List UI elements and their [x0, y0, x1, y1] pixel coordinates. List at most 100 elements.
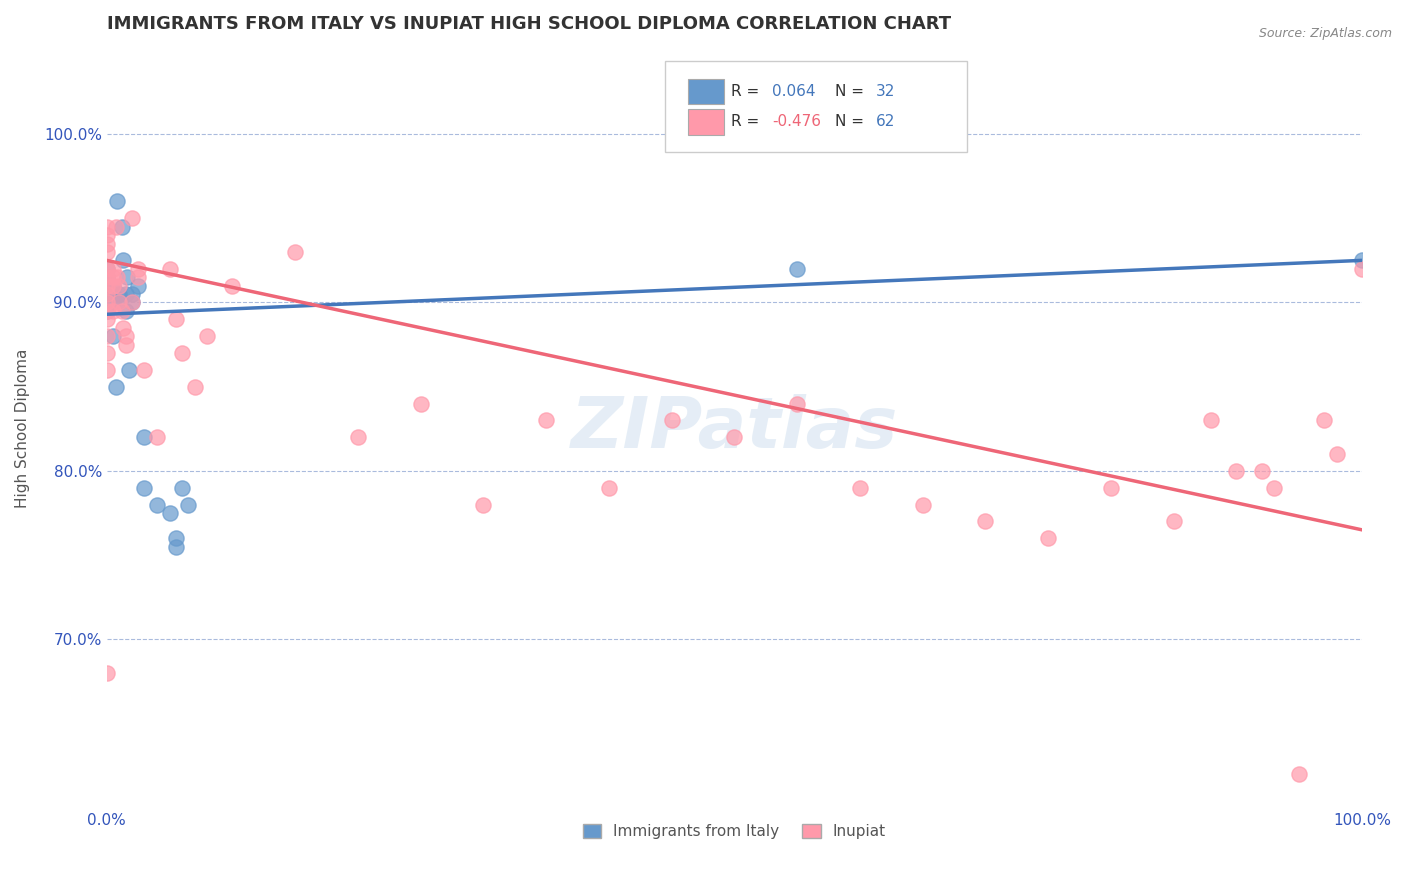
Text: R =: R =	[731, 84, 759, 99]
Point	[134, 363, 156, 377]
Point	[1099, 481, 1122, 495]
FancyBboxPatch shape	[665, 62, 966, 153]
Point	[96, 287, 118, 301]
Point	[1313, 413, 1336, 427]
Point	[108, 295, 131, 310]
Point	[1263, 481, 1285, 495]
Point	[121, 211, 143, 226]
Point	[108, 295, 131, 310]
Point	[108, 278, 131, 293]
FancyBboxPatch shape	[688, 78, 724, 104]
Point	[127, 261, 149, 276]
Point	[96, 270, 118, 285]
Point	[96, 261, 118, 276]
Point	[146, 430, 169, 444]
Point	[96, 295, 118, 310]
Point	[101, 329, 124, 343]
Point	[114, 329, 136, 343]
Point	[1225, 464, 1247, 478]
Point	[101, 295, 124, 310]
Point	[112, 253, 135, 268]
Point	[786, 396, 808, 410]
Y-axis label: High School Diploma: High School Diploma	[15, 349, 30, 508]
Point	[96, 278, 118, 293]
Point	[165, 531, 187, 545]
Point	[96, 304, 118, 318]
Point	[96, 304, 118, 318]
Point	[1326, 447, 1348, 461]
Point	[1201, 413, 1223, 427]
Point	[121, 295, 143, 310]
Point	[1163, 515, 1185, 529]
Text: R =: R =	[731, 114, 759, 129]
Point	[115, 270, 138, 285]
Point	[146, 498, 169, 512]
Point	[121, 295, 143, 310]
Point	[105, 270, 128, 285]
Point	[96, 287, 118, 301]
Text: IMMIGRANTS FROM ITALY VS INUPIAT HIGH SCHOOL DIPLOMA CORRELATION CHART: IMMIGRANTS FROM ITALY VS INUPIAT HIGH SC…	[107, 15, 950, 33]
Text: N =: N =	[835, 114, 863, 129]
Point	[114, 287, 136, 301]
Point	[96, 665, 118, 680]
Point	[134, 481, 156, 495]
Point	[111, 219, 134, 234]
Text: N =: N =	[835, 84, 863, 99]
Point	[105, 194, 128, 209]
Point	[786, 261, 808, 276]
Point	[96, 363, 118, 377]
Point	[159, 261, 181, 276]
FancyBboxPatch shape	[688, 109, 724, 135]
Point	[114, 337, 136, 351]
Point	[104, 219, 127, 234]
Point	[96, 329, 118, 343]
Point	[195, 329, 218, 343]
Point	[165, 312, 187, 326]
Point	[96, 346, 118, 360]
Point	[127, 278, 149, 293]
Text: 32: 32	[876, 84, 896, 99]
Point	[101, 261, 124, 276]
Point	[114, 304, 136, 318]
Point	[346, 430, 368, 444]
Point	[165, 540, 187, 554]
Point	[96, 270, 118, 285]
Point	[101, 278, 124, 293]
Point	[170, 481, 193, 495]
Point	[1351, 253, 1374, 268]
Point	[177, 498, 200, 512]
Text: -0.476: -0.476	[772, 114, 821, 129]
Point	[96, 228, 118, 243]
Point	[661, 413, 683, 427]
Point	[911, 498, 934, 512]
Point	[96, 244, 118, 259]
Point	[108, 287, 131, 301]
Point	[134, 430, 156, 444]
Point	[1351, 261, 1374, 276]
Point	[849, 481, 872, 495]
Point	[127, 270, 149, 285]
Point	[159, 506, 181, 520]
Point	[96, 278, 118, 293]
Point	[96, 236, 118, 251]
Point	[121, 287, 143, 301]
Point	[96, 261, 118, 276]
Text: ZIPatlas: ZIPatlas	[571, 394, 898, 463]
Point	[598, 481, 620, 495]
Point	[183, 380, 205, 394]
Point	[221, 278, 243, 293]
Point	[101, 270, 124, 285]
Legend: Immigrants from Italy, Inupiat: Immigrants from Italy, Inupiat	[576, 818, 893, 846]
Point	[170, 346, 193, 360]
Point	[96, 312, 118, 326]
Text: 0.064: 0.064	[772, 84, 815, 99]
Point	[111, 304, 134, 318]
Point	[1038, 531, 1060, 545]
Text: 62: 62	[876, 114, 896, 129]
Point	[284, 244, 307, 259]
Point	[101, 287, 124, 301]
Point	[1250, 464, 1272, 478]
Point	[534, 413, 557, 427]
Point	[472, 498, 495, 512]
Point	[118, 363, 141, 377]
